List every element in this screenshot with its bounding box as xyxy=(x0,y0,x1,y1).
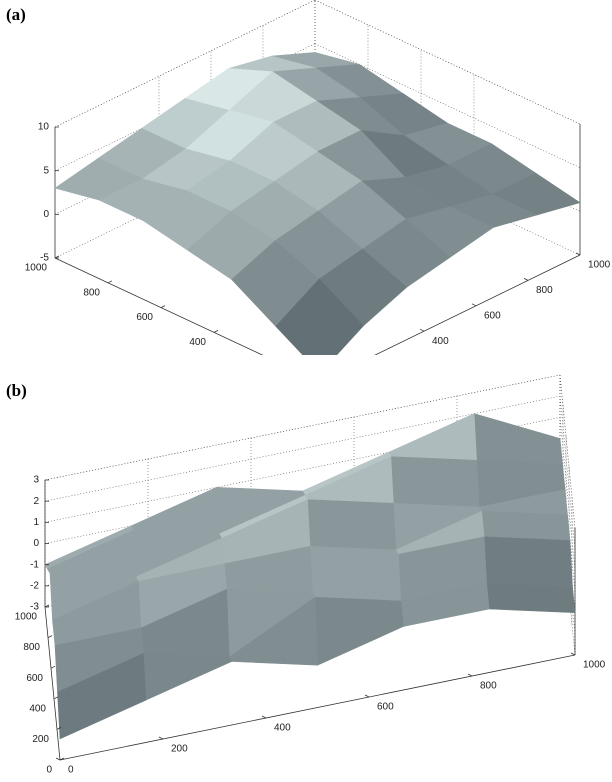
y-tick-label: 1000 xyxy=(25,263,48,274)
tick-mark xyxy=(472,304,476,306)
y-tick-label: 800 xyxy=(83,287,100,298)
panel-label: (b) xyxy=(6,381,27,400)
surface-patch xyxy=(131,487,219,534)
z-tick-label: 0 xyxy=(33,538,39,549)
surface-patch xyxy=(305,457,393,504)
z-tick-label: 5 xyxy=(43,165,49,176)
z-tick-label: -2 xyxy=(30,580,39,591)
y-tick-label: 1000 xyxy=(15,612,38,623)
surface-patch xyxy=(391,457,479,507)
figure: -5051040060080010004006008001000(a)-3-2-… xyxy=(0,0,612,782)
x-tick-label: 800 xyxy=(480,681,497,692)
tick-mark xyxy=(56,758,60,760)
x-tick-label: 600 xyxy=(484,310,501,321)
x-tick-label: 0 xyxy=(68,765,74,776)
tick-mark xyxy=(524,278,528,280)
surface-patch xyxy=(487,583,575,612)
x-tick-label: 1000 xyxy=(588,260,611,271)
surface-patch xyxy=(474,414,562,464)
tick-mark xyxy=(54,697,58,699)
tick-mark xyxy=(108,281,112,283)
z-tick-label: 2 xyxy=(33,496,39,507)
surface-patch xyxy=(315,597,403,665)
panel xyxy=(45,375,575,760)
z-tick-label: 3 xyxy=(33,475,39,486)
panel-label: (a) xyxy=(6,5,26,24)
tick-mark xyxy=(420,329,424,331)
tick-mark xyxy=(365,695,369,697)
x-tick-label: 600 xyxy=(377,702,394,713)
z-tick-label: 1 xyxy=(33,517,39,528)
x-tick-label: 200 xyxy=(171,744,188,755)
surface-patch xyxy=(484,537,572,587)
surface-patch xyxy=(388,414,476,461)
x-tick-label: 400 xyxy=(432,336,449,347)
x-tick-label: 400 xyxy=(274,723,291,734)
x-tick-label: 1000 xyxy=(583,660,606,671)
y-tick-label: 400 xyxy=(189,337,206,348)
x-tick-label: 800 xyxy=(536,285,553,296)
tick-mark xyxy=(214,330,218,332)
tick-mark xyxy=(51,666,55,668)
y-tick-label: 200 xyxy=(32,734,49,745)
y-tick-label: 600 xyxy=(26,673,43,684)
panel xyxy=(55,0,580,382)
y-tick-label: 400 xyxy=(29,703,46,714)
z-tick-label: 10 xyxy=(38,122,50,133)
surface-patch xyxy=(482,511,570,540)
tick-mark xyxy=(468,674,472,676)
y-tick-label: 800 xyxy=(23,642,40,653)
z-tick-label: 0 xyxy=(43,209,49,220)
tick-mark xyxy=(571,653,575,655)
tick-mark xyxy=(262,716,266,718)
surface-patch xyxy=(307,500,395,550)
tick-mark xyxy=(161,306,165,308)
surface-patch xyxy=(48,530,136,577)
tick-mark xyxy=(576,253,580,255)
surface-patch xyxy=(143,653,231,700)
y-tick-label: 600 xyxy=(136,312,153,323)
tick-mark xyxy=(48,636,52,638)
y-tick-label: 0 xyxy=(46,765,52,776)
tick-mark xyxy=(159,737,163,739)
z-tick-label: -1 xyxy=(30,559,39,570)
